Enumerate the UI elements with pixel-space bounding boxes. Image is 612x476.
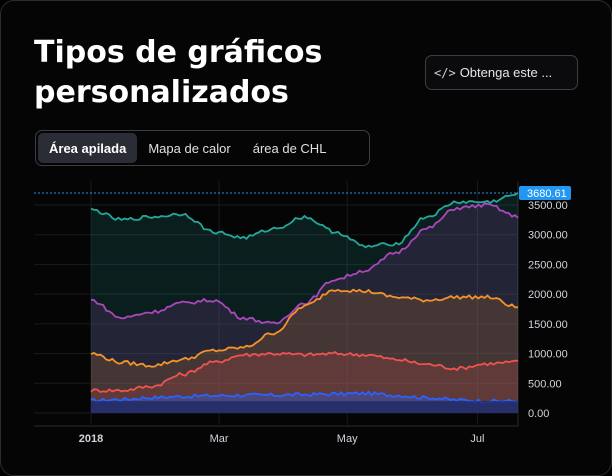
y-tick-label: 3000.00 [528,230,568,242]
series-area-2 [91,289,518,413]
y-tick-label: 500.00 [528,378,562,390]
y-tick-label: 2000.00 [528,289,568,301]
code-icon: </> [434,65,456,80]
y-tick-label: 2500.00 [528,259,568,271]
series-line-0 [90,390,519,404]
last-value-badge [519,186,571,200]
stacked-area-chart[interactable]: 3500.00 3000.00 2500.00 2000.00 1500.00 1000.… [1,176,612,446]
series-base-band [91,401,518,413]
series-area-3 [91,203,518,413]
chart-type-tabs: Área apilada Mapa de calor área de CHL [35,130,370,166]
get-code-button[interactable]: </> Obtenga este ... [425,55,578,90]
x-tick-label: 2018 [79,433,103,445]
series-line-1 [90,350,519,393]
x-tick-label: Mar [210,433,229,445]
y-tick-label: 1500.00 [528,319,568,331]
title-line-1: Tipos de gráficos [34,35,323,70]
tab-stacked-area[interactable]: Área apilada [38,133,138,163]
page-title: Tipos de gráficos personalizados [34,33,364,113]
series-area-4 [91,192,518,413]
tab-heatmap[interactable]: Mapa de calor [148,140,231,156]
series-line-2 [90,288,519,368]
x-tick-label: May [337,433,358,445]
tab-hlc-area[interactable]: área de CHL [252,140,327,156]
y-tick-label: 0.00 [528,408,549,420]
last-value-label: 3680.61 [527,188,567,200]
get-code-label: Obtenga este ... [459,65,553,80]
title-line-2: personalizados [34,75,289,110]
series-line-3 [90,202,519,325]
x-tick-label: Jul [470,433,484,445]
y-tick-label: 3500.00 [528,200,568,212]
series-line-4 [90,191,519,249]
y-tick-label: 1000.00 [528,349,568,361]
